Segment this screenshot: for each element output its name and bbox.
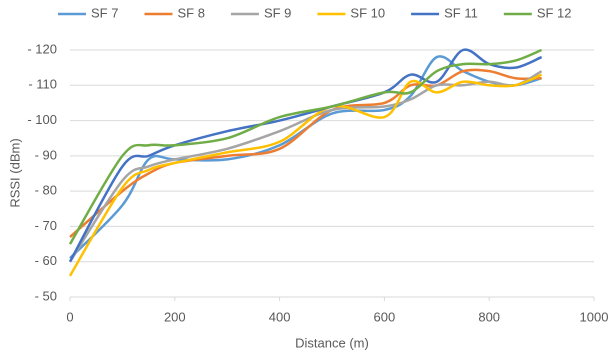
legend-label: SF 11 [444,5,478,20]
y-tick-label: - 110 [28,77,57,92]
legend-label: SF 8 [177,5,204,20]
series-line [68,48,543,245]
legend-label: SF 9 [264,5,291,20]
x-tick-label: 800 [478,309,500,324]
series-line [68,73,543,277]
series-line [69,68,542,238]
y-tick-label: - 90 [35,147,57,162]
legend-label: SF 12 [537,5,572,20]
x-tick-label: 0 [66,309,73,324]
series-line [68,70,543,263]
y-tick-label: - 80 [35,183,57,198]
x-tick-label: 400 [269,309,291,324]
legend-label: SF 10 [350,5,385,20]
x-tick-label: 600 [374,309,396,324]
y-tick-label: - 100 [27,112,57,127]
legend-label: SF 7 [91,5,118,20]
y-tick-label: - 50 [35,288,57,303]
x-tick-label: 1000 [580,309,609,324]
y-tick-label: - 70 [35,218,57,233]
x-tick-label: 200 [164,309,186,324]
y-tick-label: - 60 [35,253,57,268]
x-axis-title: Distance (m) [295,335,369,350]
y-axis-title: RSSI (dBm) [7,138,22,207]
y-tick-label: - 120 [27,41,57,56]
